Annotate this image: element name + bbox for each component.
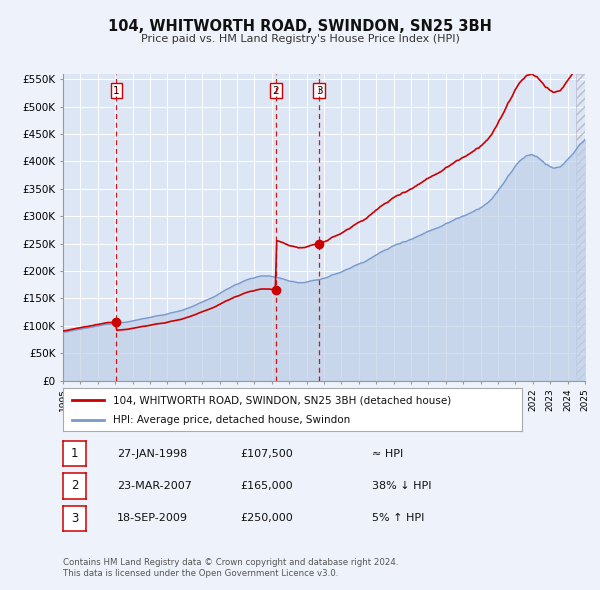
Text: 3: 3: [316, 86, 322, 96]
Text: 5% ↑ HPI: 5% ↑ HPI: [372, 513, 424, 523]
Text: 23-MAR-2007: 23-MAR-2007: [117, 481, 192, 491]
Text: £250,000: £250,000: [240, 513, 293, 523]
Text: Price paid vs. HM Land Registry's House Price Index (HPI): Price paid vs. HM Land Registry's House …: [140, 34, 460, 44]
Text: 104, WHITWORTH ROAD, SWINDON, SN25 3BH (detached house): 104, WHITWORTH ROAD, SWINDON, SN25 3BH (…: [113, 395, 452, 405]
Text: Contains HM Land Registry data © Crown copyright and database right 2024.
This d: Contains HM Land Registry data © Crown c…: [63, 558, 398, 578]
Text: ≈ HPI: ≈ HPI: [372, 448, 403, 458]
Text: 38% ↓ HPI: 38% ↓ HPI: [372, 481, 431, 491]
Text: 2: 2: [272, 86, 279, 96]
Text: 3: 3: [71, 512, 78, 525]
Text: 27-JAN-1998: 27-JAN-1998: [117, 448, 187, 458]
Text: 1: 1: [113, 86, 120, 96]
Text: 2: 2: [71, 480, 78, 493]
Text: £107,500: £107,500: [240, 448, 293, 458]
Text: 104, WHITWORTH ROAD, SWINDON, SN25 3BH: 104, WHITWORTH ROAD, SWINDON, SN25 3BH: [108, 19, 492, 34]
Text: 18-SEP-2009: 18-SEP-2009: [117, 513, 188, 523]
Text: £165,000: £165,000: [240, 481, 293, 491]
Text: HPI: Average price, detached house, Swindon: HPI: Average price, detached house, Swin…: [113, 415, 351, 425]
Text: 1: 1: [71, 447, 78, 460]
